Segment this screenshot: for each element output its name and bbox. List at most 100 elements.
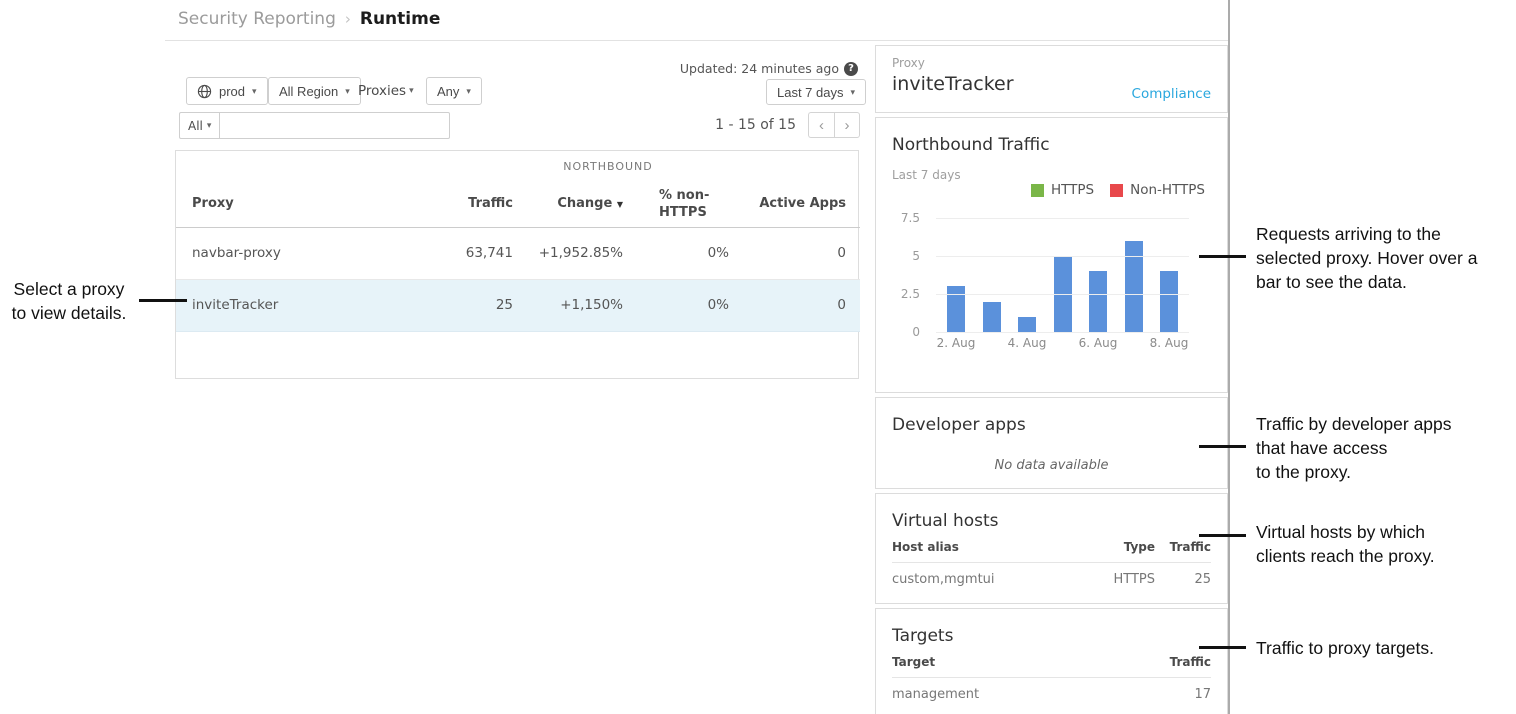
chart-legend: HTTPSNon-HTTPS xyxy=(1031,182,1205,198)
cell-proxy: navbar-proxy xyxy=(176,227,421,279)
chart-bar-7. Aug[interactable] xyxy=(1125,241,1143,332)
chart-bar-4. Aug[interactable] xyxy=(1018,317,1036,332)
developer-apps-card: Developer apps No data available xyxy=(875,397,1228,489)
any-dropdown[interactable]: Any ▾ xyxy=(426,77,482,105)
chart-bar-8. Aug[interactable] xyxy=(1160,271,1178,332)
annotation-targets: Traffic to proxy targets. xyxy=(1256,636,1434,660)
proxy-detail-label: Proxy xyxy=(892,56,925,70)
bar-chart-plot xyxy=(936,218,1189,332)
proxy-detail-name: inviteTracker xyxy=(892,73,1014,95)
chevron-down-icon: ▾ xyxy=(466,86,471,97)
developer-apps-title: Developer apps xyxy=(892,415,1026,435)
y-tick-label: 7.5 xyxy=(901,211,920,225)
target-name: management xyxy=(892,687,1155,702)
x-tick-label: 8. Aug xyxy=(1147,336,1191,350)
breadcrumb: Security Reporting › Runtime xyxy=(178,9,440,29)
x-tick-label: 2. Aug xyxy=(934,336,978,350)
cell-active-apps: 0 xyxy=(743,227,860,279)
target-col-traffic: Traffic xyxy=(1155,655,1211,669)
chart-y-axis: 02.557.5 xyxy=(876,218,928,332)
column-header-traffic[interactable]: Traffic xyxy=(421,181,527,227)
target-col-target: Target xyxy=(892,655,1155,669)
gridline xyxy=(936,218,1189,219)
cell-non-https: 0% xyxy=(637,227,743,279)
pagination-range: 1 - 15 of 15 xyxy=(715,117,796,133)
vhost-row[interactable]: custom,mgmtui HTTPS 25 xyxy=(892,563,1211,587)
annotation-line-virtual-hosts xyxy=(1199,534,1246,537)
column-header-change[interactable]: Change ▼ xyxy=(527,181,637,227)
vhost-traffic: 25 xyxy=(1155,572,1211,587)
chevron-down-icon: ▾ xyxy=(252,86,257,97)
targets-table: Target Traffic management 17 xyxy=(892,655,1211,702)
northbound-traffic-card: Northbound Traffic Last 7 days HTTPSNon-… xyxy=(875,117,1228,393)
column-header-proxy[interactable]: Proxy xyxy=(176,181,421,227)
cell-active-apps: 0 xyxy=(743,279,860,331)
y-tick-label: 5 xyxy=(912,249,920,263)
legend-swatch-icon xyxy=(1110,184,1123,197)
vhost-col-type: Type xyxy=(1071,540,1155,554)
screenshot-right-edge xyxy=(1228,0,1230,714)
chart-bars xyxy=(936,218,1189,332)
column-header-active-apps[interactable]: Active Apps xyxy=(743,181,860,227)
annotation-line-select-proxy xyxy=(139,299,187,302)
gridline xyxy=(936,256,1189,257)
chevron-down-icon: ▾ xyxy=(207,121,212,131)
virtual-hosts-card: Virtual hosts Host alias Type Traffic cu… xyxy=(875,493,1228,604)
cell-change: +1,952.85% xyxy=(527,227,637,279)
target-traffic: 17 xyxy=(1155,687,1211,702)
chevron-down-icon: ▾ xyxy=(409,86,414,96)
annotation-line-developer-apps xyxy=(1199,445,1246,448)
annotation-select-proxy: Select a proxy to view details. xyxy=(0,277,138,325)
updated-text: Updated: 24 minutes ago xyxy=(680,61,839,76)
x-tick-label: 6. Aug xyxy=(1076,336,1120,350)
vhost-type: HTTPS xyxy=(1071,572,1155,587)
chart-bar-3. Aug[interactable] xyxy=(983,302,1001,332)
search-bar: All ▾ xyxy=(179,112,450,139)
compliance-link[interactable]: Compliance xyxy=(1132,86,1211,102)
breadcrumb-section[interactable]: Security Reporting xyxy=(178,9,336,29)
virtual-hosts-table: Host alias Type Traffic custom,mgmtui HT… xyxy=(892,540,1211,587)
table-row-invitetracker-selected[interactable]: inviteTracker 25 +1,150% 0% 0 xyxy=(176,279,860,331)
chart-bar-6. Aug[interactable] xyxy=(1089,271,1107,332)
chart-bar-2. Aug[interactable] xyxy=(947,286,965,332)
proxies-label: Proxies xyxy=(358,83,406,99)
annotation-line-requests xyxy=(1199,255,1246,258)
annotation-line-targets xyxy=(1199,646,1246,649)
pagination: 1 - 15 of 15 ‹ › xyxy=(660,112,860,138)
targets-title: Targets xyxy=(892,626,953,646)
search-input[interactable] xyxy=(219,112,450,139)
updated-status: Updated: 24 minutes ago ? xyxy=(560,61,858,76)
annotation-virtual-hosts: Virtual hosts by which clients reach the… xyxy=(1256,520,1435,568)
environment-dropdown[interactable]: prod ▾ xyxy=(186,77,268,105)
legend-label: Non-HTTPS xyxy=(1130,182,1205,198)
vhost-col-traffic: Traffic xyxy=(1155,540,1211,554)
region-dropdown[interactable]: All Region ▾ xyxy=(268,77,361,105)
targets-card: Targets Target Traffic management 17 xyxy=(875,608,1228,714)
target-row[interactable]: management 17 xyxy=(892,678,1211,702)
region-label: All Region xyxy=(279,84,338,99)
chevron-down-icon: ▾ xyxy=(345,86,350,97)
next-page-button[interactable]: › xyxy=(834,112,860,138)
header-divider xyxy=(165,40,1228,41)
environment-label: prod xyxy=(219,84,245,99)
northbound-traffic-title: Northbound Traffic xyxy=(892,135,1050,155)
annotation-requests: Requests arriving to the selected proxy.… xyxy=(1256,222,1477,294)
northbound-group-header: NORTHBOUND xyxy=(421,151,743,181)
breadcrumb-chevron-icon: › xyxy=(345,10,351,28)
traffic-range-label: Last 7 days xyxy=(892,168,961,182)
column-header-non-https[interactable]: % non- HTTPS xyxy=(637,181,743,227)
prev-page-button[interactable]: ‹ xyxy=(808,112,834,138)
help-icon[interactable]: ? xyxy=(844,62,858,76)
chevron-down-icon: ▾ xyxy=(851,87,856,98)
cell-change: +1,150% xyxy=(527,279,637,331)
legend-item: Non-HTTPS xyxy=(1110,182,1205,198)
proxies-dropdown[interactable]: Proxies ▾ xyxy=(358,83,414,99)
any-label: Any xyxy=(437,84,459,99)
vhost-col-host-alias: Host alias xyxy=(892,540,1071,554)
date-range-dropdown[interactable]: Last 7 days ▾ xyxy=(766,79,866,105)
sort-desc-icon: ▼ xyxy=(617,200,623,209)
x-tick-label: 4. Aug xyxy=(1005,336,1049,350)
search-scope-dropdown[interactable]: All ▾ xyxy=(179,112,219,139)
date-range-label: Last 7 days xyxy=(777,85,844,100)
table-row-navbar-proxy[interactable]: navbar-proxy 63,741 +1,952.85% 0% 0 xyxy=(176,227,860,279)
